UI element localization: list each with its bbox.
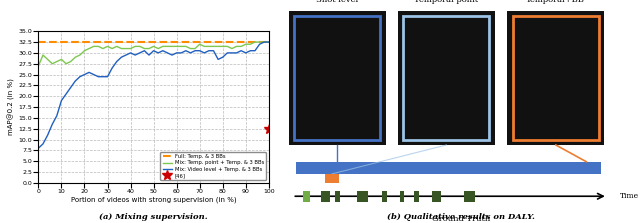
Mix: Video level + Temp. & 3 BBs: (32, 26.5): Video level + Temp. & 3 BBs: (32, 26.5) — [108, 67, 116, 69]
Text: Temporal point: Temporal point — [415, 0, 479, 4]
Legend: Full: Temp. & 3 BBs, Mix: Temp. point + Temp. & 3 BBs, Mix: Video level + Temp. : Full: Temp. & 3 BBs, Mix: Temp. point + … — [161, 152, 266, 180]
X-axis label: Portion of videos with strong supervision (in %): Portion of videos with strong supervisio… — [71, 197, 236, 203]
Text: Ground Truth: Ground Truth — [431, 215, 490, 223]
Text: (b) Qualitative results on DALY.: (b) Qualitative results on DALY. — [387, 213, 535, 221]
Bar — [382, 191, 387, 202]
Mix: Temp. point + Temp. & 3 BBs: (100, 32.5): Temp. point + Temp. & 3 BBs: (100, 32.5) — [265, 41, 273, 43]
Mix: Temp. point + Temp. & 3 BBs: (0, 27): Temp. point + Temp. & 3 BBs: (0, 27) — [35, 64, 42, 67]
Mix: Temp. point + Temp. & 3 BBs: (94, 32.5): Temp. point + Temp. & 3 BBs: (94, 32.5) — [251, 41, 259, 43]
Bar — [414, 191, 419, 202]
Bar — [289, 11, 385, 145]
Text: Time: Time — [620, 192, 639, 200]
Full: Temp. & 3 BBs: (0, 32.5): Temp. & 3 BBs: (0, 32.5) — [35, 41, 42, 43]
Mix: Temp. point + Temp. & 3 BBs: (72, 31.5): Temp. point + Temp. & 3 BBs: (72, 31.5) — [200, 45, 208, 48]
Mix: Video level + Temp. & 3 BBs: (100, 32.5): Video level + Temp. & 3 BBs: (100, 32.5) — [265, 41, 273, 43]
Mix: Temp. point + Temp. & 3 BBs: (66, 31): Temp. point + Temp. & 3 BBs: (66, 31) — [187, 47, 195, 50]
Bar — [400, 191, 404, 202]
Bar — [432, 191, 441, 202]
Text: (a) Mixing supervision.: (a) Mixing supervision. — [99, 213, 208, 221]
Mix: Temp. point + Temp. & 3 BBs: (98, 32.5): Temp. point + Temp. & 3 BBs: (98, 32.5) — [260, 41, 268, 43]
Bar — [403, 16, 490, 140]
Mix: Temp. point + Temp. & 3 BBs: (22, 31): Temp. point + Temp. & 3 BBs: (22, 31) — [85, 47, 93, 50]
Line: Mix: Temp. point + Temp. & 3 BBs: Mix: Temp. point + Temp. & 3 BBs — [38, 42, 269, 66]
Full: Temp. & 3 BBs: (1, 32.5): Temp. & 3 BBs: (1, 32.5) — [37, 41, 45, 43]
Mix: Video level + Temp. & 3 BBs: (98, 32.5): Video level + Temp. & 3 BBs: (98, 32.5) — [260, 41, 268, 43]
Bar — [294, 16, 380, 140]
Bar — [296, 162, 600, 174]
Bar — [513, 16, 599, 140]
Y-axis label: mAP@0.2 (in %): mAP@0.2 (in %) — [8, 78, 15, 136]
Bar — [335, 191, 340, 202]
Mix: Video level + Temp. & 3 BBs: (22, 25.5): Video level + Temp. & 3 BBs: (22, 25.5) — [85, 71, 93, 74]
Mix: Video level + Temp. & 3 BBs: (0, 8): Video level + Temp. & 3 BBs: (0, 8) — [35, 147, 42, 150]
Mix: Temp. point + Temp. & 3 BBs: (32, 31): Temp. point + Temp. & 3 BBs: (32, 31) — [108, 47, 116, 50]
Text: Temporal+BB: Temporal+BB — [526, 0, 585, 4]
Mix: Video level + Temp. & 3 BBs: (72, 30): Video level + Temp. & 3 BBs: (72, 30) — [200, 52, 208, 54]
Mix: Video level + Temp. & 3 BBs: (96, 32): Video level + Temp. & 3 BBs: (96, 32) — [256, 43, 264, 45]
Bar — [324, 174, 339, 183]
Bar — [398, 11, 495, 145]
Bar — [303, 191, 310, 202]
Bar — [321, 191, 330, 202]
Bar — [465, 191, 475, 202]
Text: Shot level: Shot level — [316, 0, 358, 4]
Mix: Video level + Temp. & 3 BBs: (30, 24.5): Video level + Temp. & 3 BBs: (30, 24.5) — [104, 75, 111, 78]
Mix: Video level + Temp. & 3 BBs: (66, 30): Video level + Temp. & 3 BBs: (66, 30) — [187, 52, 195, 54]
Bar — [508, 11, 604, 145]
Line: Mix: Video level + Temp. & 3 BBs: Mix: Video level + Temp. & 3 BBs — [38, 42, 269, 148]
Bar — [357, 191, 367, 202]
Mix: Temp. point + Temp. & 3 BBs: (30, 31.5): Temp. point + Temp. & 3 BBs: (30, 31.5) — [104, 45, 111, 48]
